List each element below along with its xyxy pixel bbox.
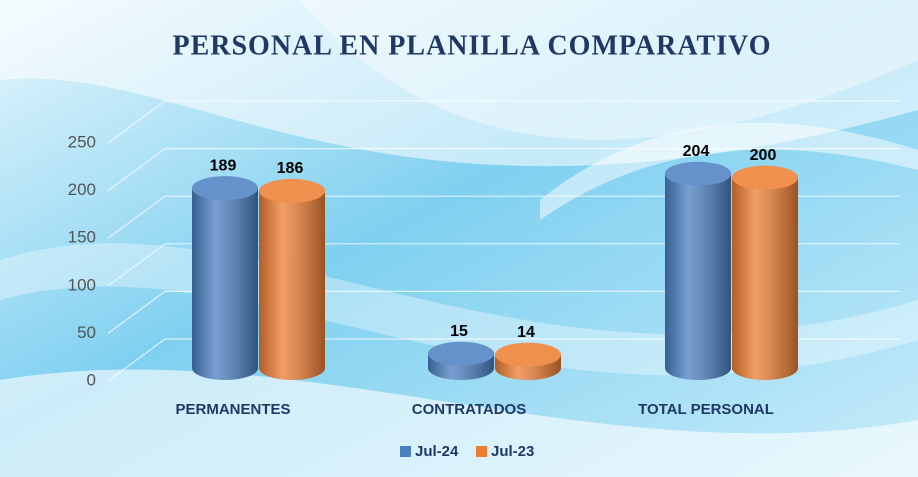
x-tick-label: PERMANENTES <box>175 401 290 418</box>
bar-top-shade <box>192 176 258 200</box>
bar-shade <box>732 178 798 380</box>
y-tick-label: 0 <box>87 370 96 389</box>
chart-title: PERSONAL EN PLANILLA COMPARATIVO <box>172 30 771 61</box>
bar <box>732 166 798 380</box>
bar-top-shade <box>732 166 798 190</box>
bar-top-shade <box>665 162 731 186</box>
x-tick-label: CONTRATADOS <box>412 401 526 418</box>
y-tick-label: 250 <box>68 132 96 151</box>
legend-swatch <box>400 446 411 457</box>
bar-shade <box>665 174 731 380</box>
legend-swatch <box>476 446 487 457</box>
value-label: 189 <box>210 157 237 174</box>
bar-top-shade <box>428 342 494 366</box>
y-tick-label: 100 <box>68 275 96 294</box>
bar <box>192 176 258 380</box>
y-tick-label: 200 <box>68 180 96 199</box>
y-tick-label: 150 <box>68 228 96 247</box>
bar <box>665 162 731 380</box>
bar-top-shade <box>259 179 325 203</box>
bar-top-shade <box>495 343 561 367</box>
value-label: 14 <box>517 324 535 341</box>
value-label: 204 <box>683 143 710 160</box>
legend-label: Jul-24 <box>415 443 459 460</box>
chart: PERSONAL EN PLANILLA COMPARATIVO 0 50 100 1… <box>0 0 918 477</box>
y-tick-label: 50 <box>77 323 96 342</box>
bar-shade <box>192 188 258 380</box>
bar-shade <box>259 191 325 380</box>
value-label: 15 <box>450 323 468 340</box>
legend-label: Jul-23 <box>491 443 534 460</box>
bar <box>259 179 325 380</box>
x-tick-label: TOTAL PERSONAL <box>638 401 774 418</box>
value-label: 200 <box>750 147 777 164</box>
value-label: 186 <box>277 160 304 177</box>
bar <box>495 343 561 380</box>
bar <box>428 342 494 380</box>
